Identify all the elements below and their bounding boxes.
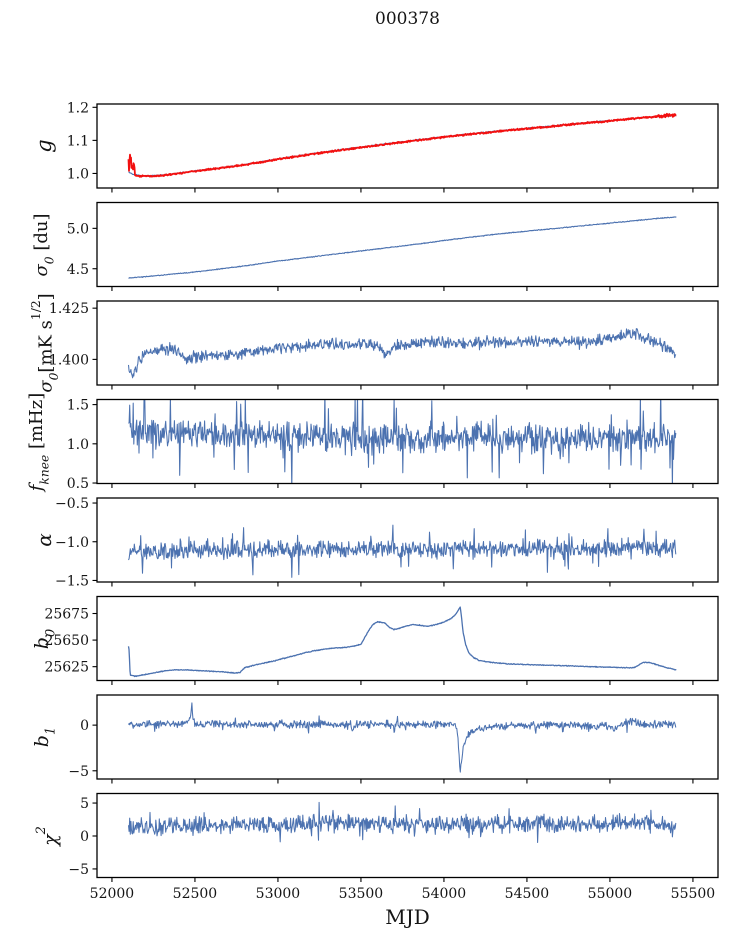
subplot-b1: 0 −5 bbox=[68, 694, 719, 784]
y-tick-label: 25675 bbox=[44, 607, 89, 623]
y-tick-label: 25650 bbox=[44, 633, 89, 649]
x-tick-label: 54000 bbox=[422, 886, 467, 902]
subplot-frame-b0 bbox=[96, 595, 719, 682]
subplot-alpha: −0.5 −1.0 −1.5 bbox=[55, 496, 719, 589]
y-tick-label: 1.0 bbox=[67, 166, 89, 182]
ylabel-chi2: χ2 bbox=[34, 825, 62, 846]
series-sigma0-mK bbox=[127, 328, 677, 379]
y-tick-label: −1.0 bbox=[55, 535, 89, 551]
y-tick-label: 0 bbox=[80, 718, 89, 734]
subplot-f_knee: 0.5 1.0 1.5 bbox=[67, 398, 719, 492]
x-tick-label: 54500 bbox=[505, 886, 550, 902]
series-b1 bbox=[128, 702, 677, 773]
subplot-frame-g bbox=[96, 103, 719, 189]
series-sigma0-du bbox=[128, 216, 677, 279]
subplot-sigma0_mK: 1.400 1.425 bbox=[49, 300, 719, 390]
y-tick-label: 1.0 bbox=[67, 437, 89, 453]
subplot-frame-chi2 bbox=[96, 792, 719, 879]
y-tick-label: 25625 bbox=[44, 660, 89, 676]
subplot-frame-f_knee bbox=[96, 398, 719, 485]
figure-title: 000378 bbox=[375, 9, 440, 29]
series-g-raw-red bbox=[127, 112, 677, 178]
y-tick-label: 0.5 bbox=[67, 476, 89, 492]
subplot-frame-sigma0_mK bbox=[96, 300, 719, 386]
x-tick-label: 52000 bbox=[90, 886, 135, 902]
series-alpha bbox=[128, 524, 677, 578]
subplot-b0: 25625 25650 25675 bbox=[44, 595, 719, 685]
y-tick-label: 1.1 bbox=[67, 133, 89, 149]
y-tick-label: 1.5 bbox=[67, 398, 89, 414]
x-tick-label: 55000 bbox=[588, 886, 633, 902]
y-tick-label: 4.5 bbox=[67, 262, 89, 278]
subplot-frame-sigma0_du bbox=[96, 201, 719, 288]
y-tick-label: 1.400 bbox=[49, 352, 89, 368]
x-axis-label: MJD bbox=[385, 905, 430, 929]
series-chi2 bbox=[127, 801, 677, 844]
subplot-frame-b1 bbox=[96, 694, 719, 780]
x-tick-label: 55500 bbox=[671, 886, 716, 902]
series-g-fit-blue bbox=[128, 114, 677, 177]
y-tick-label: 5.0 bbox=[67, 221, 89, 237]
subplot-chi2: −5 0 5 52000 52500 53000 53500 54000 54500 55000 5… bbox=[68, 792, 719, 902]
subplot-frame-alpha bbox=[96, 497, 719, 583]
series-b0 bbox=[127, 606, 677, 678]
y-tick-label: −5 bbox=[68, 764, 89, 780]
x-tick-label: 52500 bbox=[173, 886, 218, 902]
y-tick-label: 5 bbox=[80, 796, 89, 812]
y-tick-label: −1.5 bbox=[55, 573, 89, 589]
y-tick-label: 1.2 bbox=[67, 100, 89, 116]
y-tick-label: −0.5 bbox=[55, 496, 89, 512]
x-tick-label: 53500 bbox=[339, 886, 384, 902]
y-tick-label: −5 bbox=[68, 862, 89, 878]
subplot-sigma0_du: 4.5 5.0 bbox=[67, 201, 719, 291]
x-tick-label: 53000 bbox=[256, 886, 301, 902]
subplot-g: 1.0 1.1 1.2 bbox=[67, 100, 719, 193]
y-tick-label: 1.425 bbox=[49, 301, 89, 317]
y-tick-label: 0 bbox=[80, 829, 89, 845]
series-f-knee bbox=[128, 399, 677, 484]
